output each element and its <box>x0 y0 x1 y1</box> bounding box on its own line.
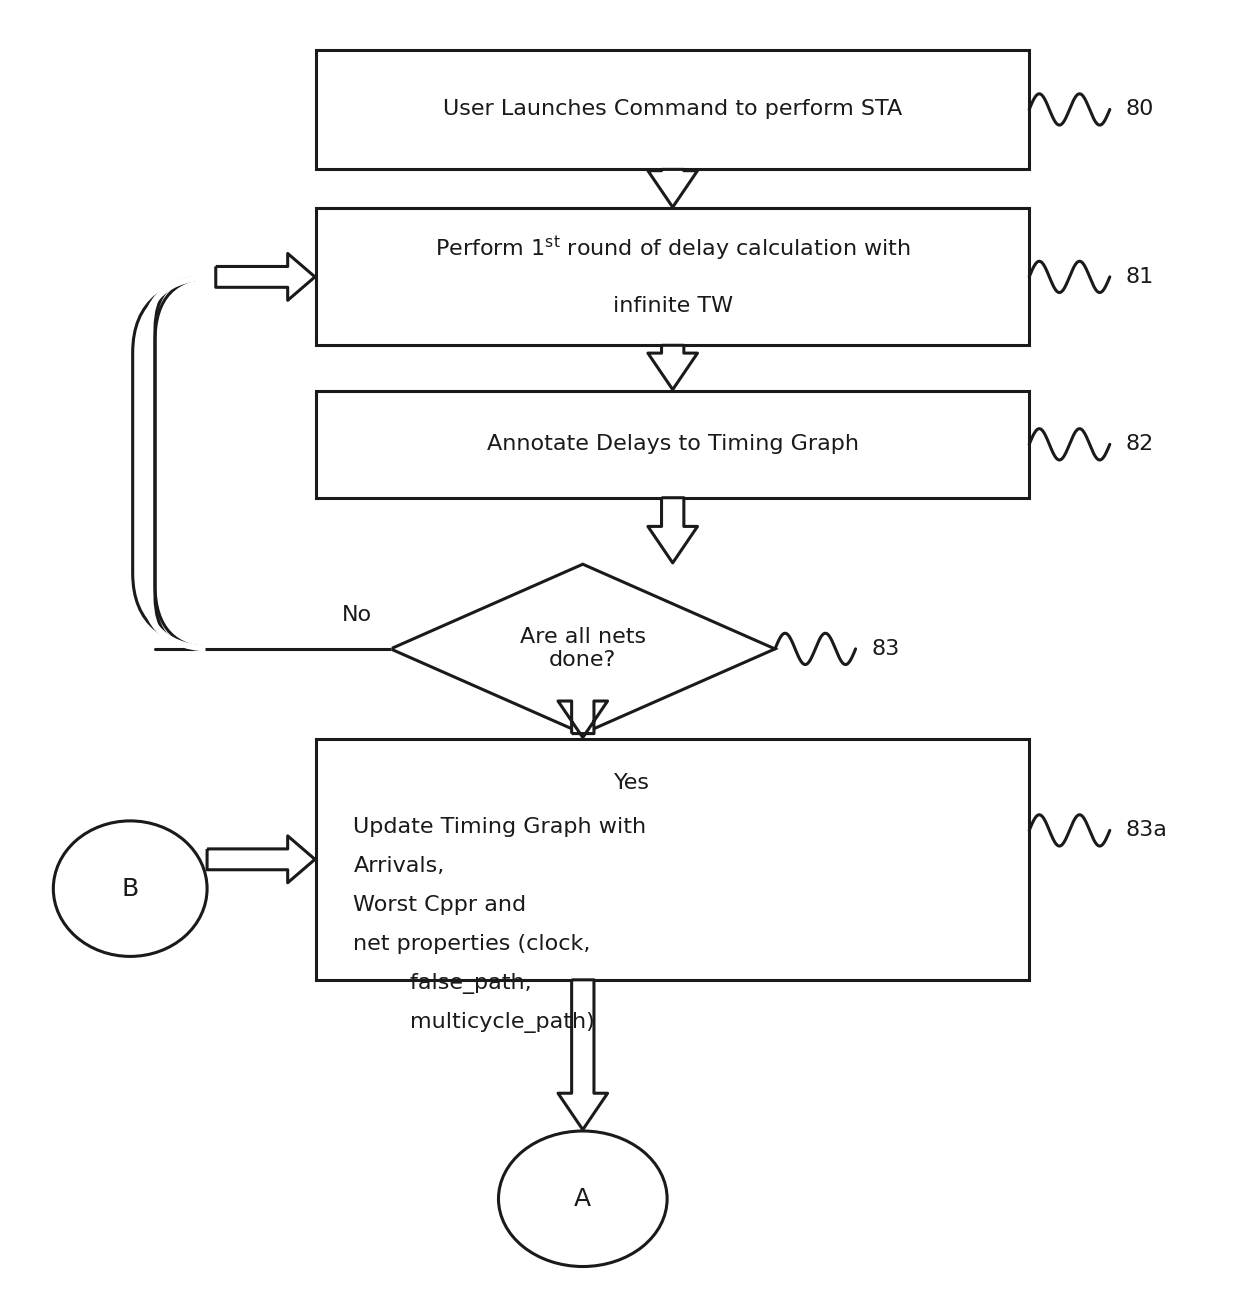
Bar <box>662 345 684 353</box>
Bar <box>316 739 1029 980</box>
Text: Yes: Yes <box>614 773 650 792</box>
Text: net properties (clock,: net properties (clock, <box>353 934 590 954</box>
Text: Annotate Delays to Timing Graph: Annotate Delays to Timing Graph <box>486 434 858 455</box>
Text: 80: 80 <box>1126 99 1154 120</box>
Ellipse shape <box>53 821 207 956</box>
Bar <box>316 208 1029 345</box>
Polygon shape <box>391 564 775 734</box>
Bar <box>572 701 594 734</box>
Text: No: No <box>342 606 372 625</box>
Polygon shape <box>647 353 697 390</box>
Text: User Launches Command to perform STA: User Launches Command to perform STA <box>443 99 903 120</box>
Text: Update Timing Graph with: Update Timing Graph with <box>353 817 646 837</box>
Bar <box>216 267 288 288</box>
Polygon shape <box>288 837 315 883</box>
Polygon shape <box>647 526 697 563</box>
Polygon shape <box>647 171 697 207</box>
Text: 82: 82 <box>1126 434 1154 455</box>
Text: false_path,: false_path, <box>353 972 532 994</box>
Text: 83: 83 <box>872 638 900 659</box>
Bar <box>662 169 684 171</box>
Text: infinite TW: infinite TW <box>613 296 733 315</box>
Text: Worst Cppr and: Worst Cppr and <box>353 895 527 915</box>
Bar <box>316 50 1029 169</box>
Text: 81: 81 <box>1126 267 1154 287</box>
Polygon shape <box>288 254 315 301</box>
Polygon shape <box>558 1093 608 1130</box>
Text: B: B <box>122 877 139 900</box>
Ellipse shape <box>498 1131 667 1267</box>
Bar <box>316 391 1029 498</box>
Text: 83a: 83a <box>1126 821 1168 840</box>
Bar <box>662 498 684 526</box>
Text: Arrivals,: Arrivals, <box>353 856 445 876</box>
Bar <box>207 850 288 870</box>
Polygon shape <box>558 701 608 737</box>
Text: multicycle_path): multicycle_path) <box>353 1011 595 1033</box>
Bar <box>572 980 594 1093</box>
Text: Are all nets
done?: Are all nets done? <box>520 627 646 671</box>
Text: Perform 1$^{\sf st}$ round of delay calculation with: Perform 1$^{\sf st}$ round of delay calc… <box>435 233 910 263</box>
Text: A: A <box>574 1187 591 1210</box>
